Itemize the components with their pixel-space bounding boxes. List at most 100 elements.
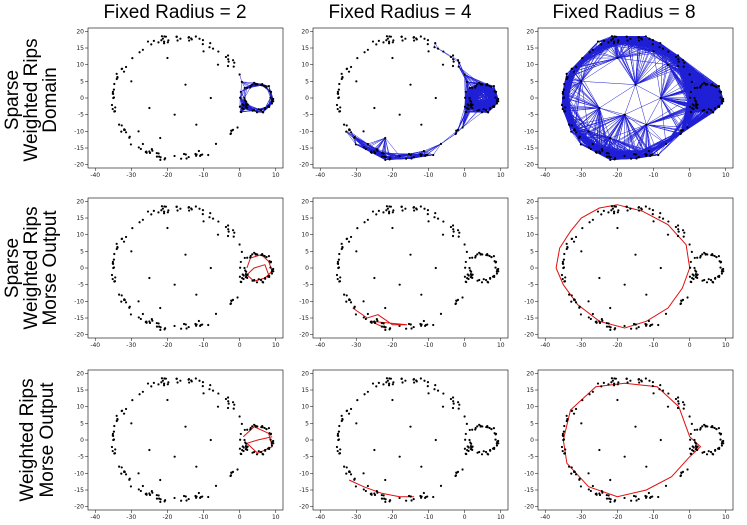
domain-edge [571,131,582,145]
data-point [463,105,467,108]
data-point [422,149,425,153]
data-point [175,35,178,38]
data-point [209,41,212,45]
data-point [349,65,353,69]
domain-edge [239,87,248,98]
data-point [120,124,123,127]
data-point [455,129,458,132]
domain-edge [480,84,498,104]
data-point [157,41,160,44]
data-point [263,84,266,88]
data-point [427,50,430,53]
data-point [337,88,341,91]
data-point [461,126,464,129]
domain-edge [241,81,248,88]
data-point [366,48,369,51]
data-point [441,63,445,66]
data-point [373,106,376,110]
data-point [246,106,249,109]
data-point [164,157,167,160]
y-tick-label: 15 [76,45,84,52]
domain-edge [247,107,259,110]
data-point [479,83,482,86]
data-point [122,70,126,73]
data-point [226,54,230,57]
data-point [405,157,408,160]
data-point [243,86,246,90]
data-point [388,35,391,38]
data-point [155,151,158,155]
data-point [451,64,455,68]
data-point [199,153,202,157]
domain-edge [241,110,253,113]
y-tick-label: -20 [74,162,84,169]
data-point [180,157,183,160]
data-point [482,108,485,111]
domain-edge [376,148,400,157]
domain-edge [562,107,600,110]
domain-edge [420,143,442,156]
data-point [268,104,271,107]
data-point [120,130,123,133]
data-point [386,37,389,40]
domain-edge [390,155,400,159]
y-tick-label: -20 [524,162,534,169]
data-point [269,96,272,99]
data-point [340,72,343,75]
data-point [190,38,193,41]
data-point [256,83,259,86]
row-title-2-line-1: Sparse [2,238,23,298]
data-point [391,56,394,60]
domain-edge [649,38,661,44]
data-point [355,80,358,83]
data-point [335,103,339,107]
domain-edge [571,57,583,69]
data-point [392,39,395,42]
x-tick-label: -20 [163,172,173,179]
domain-edge [464,97,467,113]
data-point [146,40,150,43]
domain-edge [437,48,460,63]
data-point [115,72,118,75]
data-point [389,157,392,160]
domain-edge [597,35,613,42]
domain-edge [423,143,442,152]
data-point [148,150,151,153]
data-point [158,155,161,158]
data-point [145,150,148,153]
y-tick-label: -10 [74,128,84,135]
x-tick-label: -20 [388,172,398,179]
data-point [226,64,230,68]
domain-edge [244,87,251,99]
data-point [419,35,422,38]
data-point [272,100,275,103]
domain-edge [381,153,410,157]
data-point [471,86,474,89]
data-point [128,136,131,139]
domain-edge [367,143,383,157]
data-point [150,147,153,151]
data-point [492,85,496,88]
data-point [239,96,242,99]
row-title-2-line-2: Weighted Rips [21,206,42,329]
row-title-1-line-2: Weighted Rips [21,38,42,161]
domain-edge [399,155,407,159]
domain-edge [635,42,661,85]
data-point [211,47,215,50]
y-tick-label: 10 [301,62,309,69]
data-point [456,128,460,132]
domain-edge [475,87,495,92]
data-point [216,63,220,66]
data-point [407,152,411,156]
data-point [474,86,477,89]
data-point [454,132,457,136]
x-tick-label: 10 [722,172,730,179]
data-point [242,104,245,107]
domain-edge [244,87,248,99]
domain-edge [581,43,615,82]
domain-edge [575,66,600,109]
data-point [434,41,437,45]
data-point [493,104,496,107]
data-point [470,104,473,107]
